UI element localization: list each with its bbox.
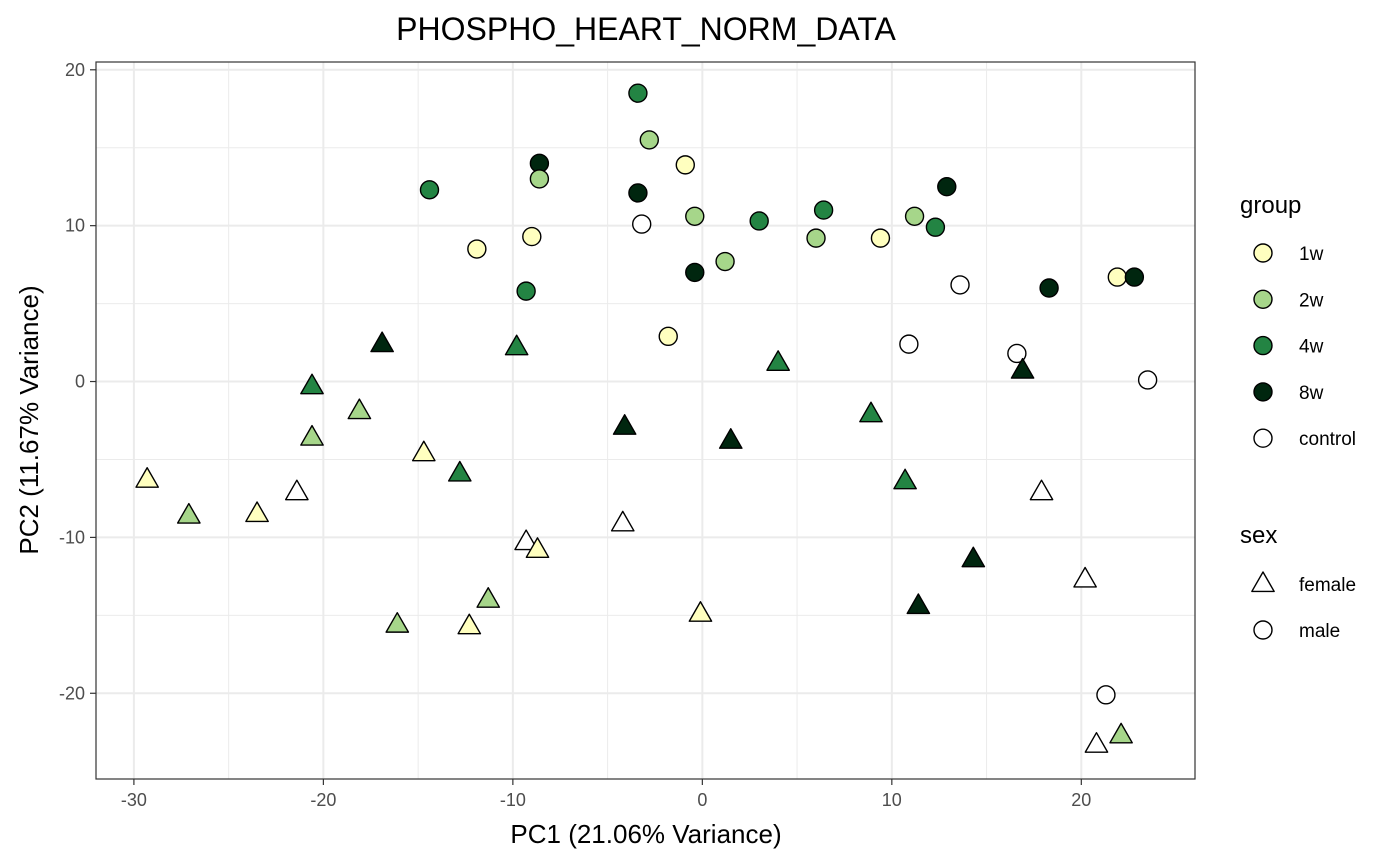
legend-key-4w	[1253, 335, 1273, 356]
data-point-female	[385, 611, 410, 633]
legend-sex-title: sex	[1240, 522, 1277, 549]
data-point-female	[688, 601, 713, 622]
data-point-female	[718, 428, 743, 449]
legend-group-title: group	[1240, 192, 1301, 219]
data-point-female	[370, 331, 394, 353]
plot-panel-border	[95, 61, 1196, 780]
data-point-male	[950, 275, 970, 295]
minor-gridlines	[96, 62, 1195, 779]
legend: group 1w 2w 4w 8w control sex female male	[1240, 192, 1356, 642]
data-point-male	[675, 155, 695, 175]
data-point-female	[612, 414, 637, 435]
data-point-female	[135, 467, 160, 488]
data-point-male	[806, 228, 826, 248]
data-point-female	[893, 468, 917, 490]
x-tick-label: -10	[500, 790, 526, 810]
data-point-male	[899, 334, 919, 354]
y-tick-label: -20	[59, 683, 85, 703]
data-point-female	[1109, 722, 1133, 744]
x-axis-title: PC1 (21.06% Variance)	[510, 819, 781, 849]
data-point-male	[1137, 370, 1158, 390]
data-point-female	[300, 424, 324, 446]
y-axis-title: PC2 (11.67% Variance)	[14, 285, 44, 554]
legend-label-4w: 4w	[1299, 337, 1324, 358]
data-point-female	[766, 350, 790, 371]
major-gridlines	[96, 62, 1195, 779]
data-point-female	[245, 501, 269, 523]
legend-sex-entries: female male	[1251, 571, 1356, 642]
legend-key-8w	[1253, 382, 1273, 402]
data-point-female	[411, 440, 436, 462]
legend-label-control: control	[1299, 429, 1356, 450]
y-tick-label: 0	[75, 372, 85, 392]
data-point-male	[529, 169, 550, 189]
data-point-male	[813, 200, 834, 220]
data-point-male	[685, 206, 705, 227]
data-point-male	[1007, 343, 1027, 364]
data-point-male	[1096, 685, 1116, 705]
data-point-female	[447, 460, 472, 482]
y-axis-ticks: -20 -10 0 10 20	[59, 60, 96, 703]
legend-label-8w: 8w	[1299, 383, 1324, 404]
data-point-female	[176, 502, 201, 524]
y-tick-label: -10	[59, 527, 85, 547]
data-point-female	[514, 529, 538, 551]
data-point-male	[685, 262, 705, 283]
data-point-male	[1124, 267, 1145, 287]
x-tick-label: 20	[1071, 790, 1091, 810]
data-point-female	[525, 537, 550, 559]
data-point-male	[1039, 278, 1059, 298]
data-point-male	[904, 206, 925, 227]
data-point-female	[1010, 357, 1035, 379]
legend-key-2w	[1253, 289, 1273, 309]
data-point-male	[870, 228, 891, 248]
data-point-female	[476, 587, 501, 608]
data-point-female	[1029, 479, 1054, 501]
x-axis-ticks: -30 -20 -10 0 10 20	[121, 779, 1091, 810]
data-points	[135, 83, 1158, 753]
x-tick-label: -30	[121, 790, 147, 810]
data-point-male	[467, 239, 487, 259]
data-point-female	[504, 334, 529, 356]
data-point-male	[522, 226, 542, 247]
legend-label-1w: 1w	[1299, 244, 1324, 265]
chart-title: PHOSPHO_HEART_NORM_DATA	[396, 11, 896, 47]
data-point-female	[961, 546, 986, 568]
data-point-male	[516, 281, 536, 301]
legend-group-entries: 1w 2w 4w 8w control	[1253, 243, 1356, 450]
data-point-male	[925, 217, 946, 237]
data-point-male	[1107, 267, 1128, 287]
legend-label-female: female	[1299, 575, 1356, 596]
data-point-male	[419, 180, 440, 200]
data-point-male	[658, 326, 678, 347]
data-point-male	[639, 130, 659, 150]
y-tick-label: 20	[65, 60, 85, 80]
data-point-male	[937, 176, 957, 197]
data-point-female	[284, 479, 309, 501]
data-point-female	[300, 373, 324, 395]
x-tick-label: 0	[697, 790, 707, 810]
legend-key-control	[1253, 428, 1273, 448]
legend-label-male: male	[1299, 621, 1340, 642]
data-point-male	[632, 214, 652, 234]
data-point-female	[1084, 732, 1109, 753]
x-tick-label: 10	[882, 790, 902, 810]
legend-key-male	[1253, 620, 1273, 640]
data-point-male	[628, 183, 648, 203]
legend-key-1w	[1253, 243, 1273, 263]
legend-label-2w: 2w	[1299, 290, 1324, 311]
data-point-female	[457, 613, 482, 635]
data-point-male	[715, 251, 735, 272]
y-tick-label: 10	[65, 216, 85, 236]
data-point-female	[347, 398, 372, 420]
data-point-female	[610, 510, 635, 532]
legend-key-female	[1251, 571, 1275, 593]
data-point-female	[1073, 566, 1097, 588]
data-point-male	[749, 211, 769, 231]
data-point-male	[628, 83, 648, 103]
x-tick-label: -20	[310, 790, 336, 810]
data-point-female	[859, 401, 883, 423]
data-point-female	[906, 593, 931, 615]
